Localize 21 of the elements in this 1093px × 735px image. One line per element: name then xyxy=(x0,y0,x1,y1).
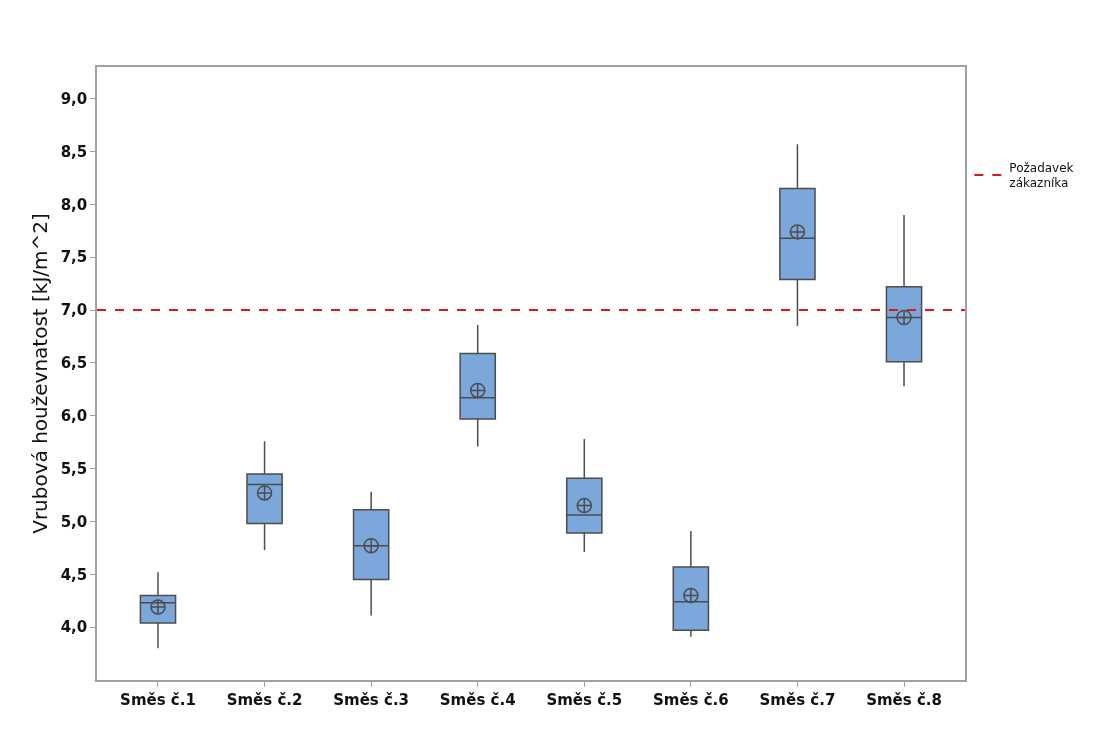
y-tick-label: 9,0 xyxy=(60,89,88,108)
y-tick-label: 4,0 xyxy=(60,618,88,637)
y-tick-label: 8,5 xyxy=(60,142,88,161)
x-tick-label: Směs č.3 xyxy=(333,690,410,709)
legend-label: Požadavek zákazníka xyxy=(1009,160,1074,191)
y-tick-label: 7,0 xyxy=(60,301,88,320)
y-tick-label: 5,0 xyxy=(60,512,88,531)
y-tick-label: 7,5 xyxy=(60,248,88,267)
y-axis-title: Vrubová houževnatost [kJ/m^2] xyxy=(27,213,52,534)
y-tick-label: 6,0 xyxy=(60,407,88,426)
x-tick-label: Směs č.5 xyxy=(546,690,623,709)
x-tick-label: Směs č.4 xyxy=(439,690,516,709)
y-tick-label: 6,5 xyxy=(60,354,88,373)
y-tick-label: 8,0 xyxy=(60,195,88,214)
x-tick-label: Směs č.1 xyxy=(120,690,196,709)
x-tick-label: Směs č.6 xyxy=(652,690,729,709)
x-tick-label: Směs č.8 xyxy=(866,690,942,709)
y-tick-label: 4,5 xyxy=(60,565,88,584)
x-tick-label: Směs č.7 xyxy=(759,690,836,709)
y-tick-label: 5,5 xyxy=(60,459,88,478)
x-tick-label: Směs č.2 xyxy=(226,690,303,709)
